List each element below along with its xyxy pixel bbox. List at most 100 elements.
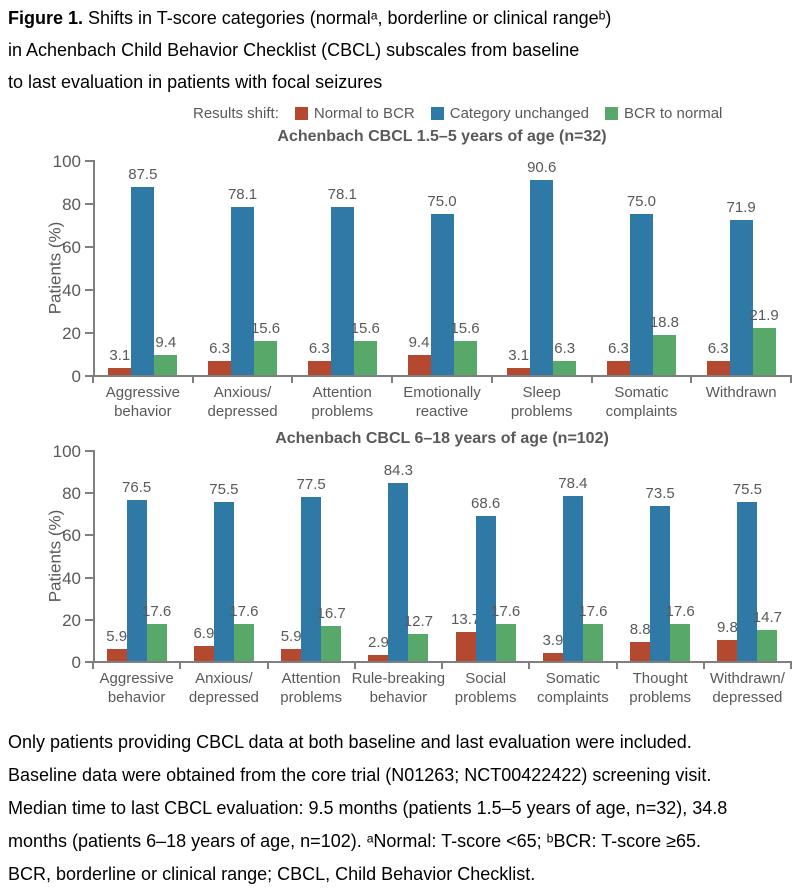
category-label-social-problems: Social problems (434, 669, 537, 707)
category-label-line: Anxious/ (213, 384, 272, 401)
legend-label: Results shift: (193, 105, 279, 122)
bar-value-label: 75.5 (732, 480, 762, 498)
figure-caption: Figure 1. Shifts in T-score categories (… (8, 2, 611, 98)
x-tick (490, 375, 493, 383)
bar-value-label: 9.4 (408, 333, 430, 351)
category-label-line: Somatic (614, 384, 669, 401)
x-tick (92, 375, 94, 383)
y-tick-label: 80 (62, 484, 81, 504)
bar-category-unchanged (737, 501, 758, 661)
bar-value-label: 75.0 (427, 192, 457, 210)
bar-category-unchanged (301, 497, 322, 661)
bar-value-label: 90.6 (527, 159, 557, 177)
y-axis-title: Patients (%) (45, 221, 64, 314)
bar-bcr-to-normal (254, 341, 278, 375)
caption-line-3: to last evaluation in patients with foca… (8, 72, 383, 92)
y-tick-label: 40 (62, 568, 81, 588)
bar-category-unchanged (231, 207, 255, 375)
category-label-line: depressed (188, 689, 259, 706)
y-tick (85, 492, 93, 495)
y-tick-label: 0 (71, 653, 81, 672)
category-label-attention-problems: Attention problems (284, 383, 400, 421)
bar-value-label: 5.9 (280, 627, 302, 645)
y-tick (85, 375, 93, 377)
bar-value-label: 8.8 (629, 621, 651, 639)
category-label-line: Aggressive (99, 670, 174, 687)
category-label-aggressive-behavior: Aggressive behavior (85, 669, 188, 707)
bar-value-label: 14.7 (752, 608, 782, 626)
y-axis-title: Patients (%) (45, 509, 64, 602)
y-tick (85, 534, 93, 537)
x-tick (353, 661, 356, 669)
bar-value-label: 87.5 (128, 165, 158, 183)
category-label-line: Aggressive (105, 384, 180, 401)
category-label-line: Somatic (545, 670, 600, 687)
category-label-line: behavior (369, 689, 428, 706)
bar-value-label: 6.3 (308, 340, 330, 358)
bar-value-label: 78.1 (227, 186, 258, 204)
chart-title: Achenbach CBCL 1.5–5 years of age (n=32) (277, 128, 607, 145)
legend-item-bcr-to-normal: BCR to normal (605, 105, 722, 122)
x-tick (790, 661, 792, 669)
bar-category-unchanged (430, 213, 454, 375)
category-label-line: Withdrawn/ (709, 670, 785, 687)
bar-bcr-to-normal (408, 634, 429, 661)
legend-item-normal-to-bcr: Normal to BCR (294, 105, 415, 122)
x-tick (441, 661, 443, 669)
bar-normal-to-bcr (108, 368, 132, 375)
category-label-line: reactive (415, 403, 469, 420)
x-tick (790, 375, 792, 383)
y-tick-label: 100 (52, 152, 81, 171)
category-label-somatic-complaints: Somatic complaints (521, 669, 624, 707)
bar-value-label: 17.6 (229, 602, 259, 620)
y-tick (85, 203, 93, 205)
y-tick-label: 80 (62, 195, 81, 214)
bar-value-label: 3.1 (508, 347, 530, 365)
bar-bcr-to-normal (453, 341, 477, 375)
bar-category-unchanged (629, 213, 653, 375)
chart-title: Achenbach CBCL 6–18 years of age (n=102) (275, 430, 609, 447)
caption-line-1: Figure 1. Shifts in T-score categories (… (8, 2, 611, 34)
y-tick (85, 661, 93, 663)
category-label-line: depressed (207, 403, 278, 420)
x-tick (702, 661, 705, 669)
y-tick (85, 332, 93, 334)
bar-bcr-to-normal (652, 334, 676, 375)
bar-value-label: 6.3 (707, 340, 729, 358)
category-label-line: complaints (537, 689, 609, 706)
category-label-line: Thought (632, 670, 688, 687)
category-label-attention-problems: Attention problems (260, 669, 363, 707)
y-tick-label: 60 (62, 526, 81, 546)
x-tick (191, 375, 194, 383)
legend-item-label: Category unchanged (449, 105, 590, 122)
bar-normal-to-bcr (455, 632, 476, 661)
y-tick-label: 100 (52, 442, 81, 461)
footnote-line-5: BCR, borderline or clinical range; CBCL,… (8, 864, 536, 884)
bar-value-label: 75.5 (209, 480, 239, 498)
x-tick (528, 661, 531, 669)
bar-value-label: 15.6 (250, 320, 281, 338)
footnote-line-3: Median time to last CBCL evaluation: 9.5… (8, 798, 728, 818)
caption-line-2: in Achenbach Child Behavior Checklist (C… (8, 40, 580, 60)
bar-bcr-to-normal (353, 341, 377, 375)
bar-normal-to-bcr (706, 361, 730, 375)
legend-swatch-bcr-to-normal-icon (605, 107, 619, 120)
bar-category-unchanged (131, 186, 155, 375)
bar-category-unchanged (650, 505, 671, 661)
category-label-line: Anxious/ (195, 670, 253, 687)
bar-normal-to-bcr (606, 361, 630, 375)
category-label-line: depressed (712, 689, 783, 706)
category-label-line: behavior (107, 689, 166, 706)
category-label-aggressive-behavior: Aggressive behavior (85, 383, 201, 421)
bar-value-label: 12.7 (403, 613, 433, 631)
category-label-line: problems (280, 689, 342, 706)
category-label-anxious-depressed: Anxious/depressed (185, 383, 301, 421)
bar-normal-to-bcr (193, 646, 214, 661)
bar-category-unchanged (126, 499, 147, 661)
bar-value-label: 17.6 (578, 602, 608, 620)
y-tick-label: 60 (62, 238, 81, 257)
y-axis-line (93, 160, 95, 377)
bar-value-label: 78.4 (558, 474, 588, 492)
x-tick (92, 661, 94, 669)
